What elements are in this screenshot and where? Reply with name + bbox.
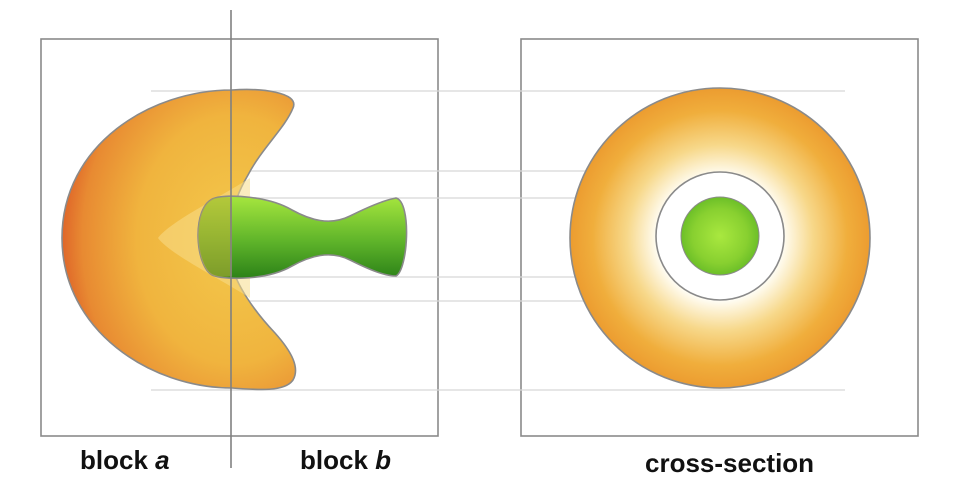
block-a-label: block a	[80, 447, 170, 473]
block-a-label-prefix: block	[80, 445, 148, 475]
block-b-label: block b	[300, 447, 391, 473]
block-a-label-var: a	[155, 445, 170, 475]
block-b-label-var: b	[375, 445, 392, 475]
block-b-core	[197, 195, 408, 280]
block-b-label-prefix: block	[300, 445, 368, 475]
cross-section-label: cross-section	[645, 448, 815, 478]
overlap-region	[198, 197, 232, 277]
right-panel-frame	[520, 38, 919, 437]
cross-section-core	[680, 196, 760, 276]
left-panel-frame	[40, 38, 439, 437]
